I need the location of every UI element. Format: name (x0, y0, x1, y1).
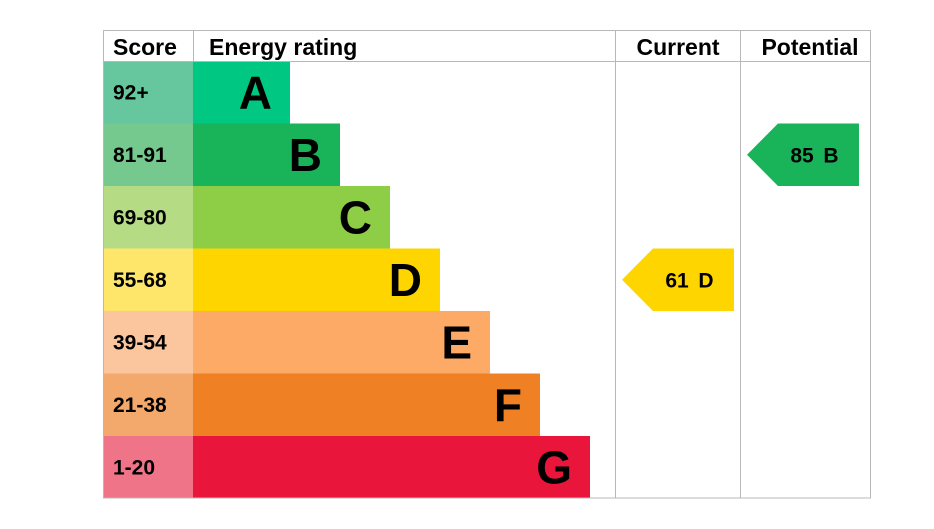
band-letter-c: C (339, 191, 372, 243)
rating-bar-g (193, 436, 590, 499)
header-energy-rating: Energy rating (209, 34, 357, 60)
score-label-a: 92+ (113, 81, 149, 104)
potential-rating-arrow (747, 123, 859, 186)
band-letter-f: F (494, 379, 522, 431)
rating-bar-c (193, 186, 390, 249)
current-rating-arrow (622, 248, 734, 311)
score-label-g: 1-20 (113, 456, 155, 479)
header-potential: Potential (761, 34, 858, 60)
score-cell-c (103, 186, 193, 249)
score-cell-g (103, 436, 193, 499)
score-cell-e (103, 311, 193, 374)
band-letter-g: G (536, 441, 572, 493)
rating-bar-e (193, 311, 490, 374)
score-cell-d (103, 248, 193, 311)
potential-rating-band-letter: B (823, 144, 838, 167)
header-row: Score Energy rating Current Potential (113, 34, 859, 60)
header-score: Score (113, 34, 177, 60)
rating-bar-a (193, 61, 290, 124)
band-letter-d: D (389, 254, 422, 306)
table-border (103, 30, 871, 499)
band-letter-a: A (239, 66, 272, 118)
current-rating-band-letter: D (698, 269, 713, 292)
score-label-c: 69-80 (113, 206, 167, 229)
current-rating-value: 61 (665, 269, 689, 292)
score-cell-b (103, 123, 193, 186)
score-label-b: 81-91 (113, 144, 167, 167)
table-grid (103, 30, 871, 499)
header-current: Current (636, 34, 719, 60)
potential-rating-value: 85 (790, 144, 814, 167)
rating-bar-b (193, 123, 340, 186)
rating-arrows: 61 D 85 B (622, 123, 859, 311)
score-cell-f (103, 373, 193, 436)
rating-bands: 92+ A 81-91 B 69-80 C 55-68 D 39-54 E 21-38 F 1-20 G (103, 61, 590, 499)
score-cell-a (103, 61, 193, 124)
rating-bar-f (193, 373, 540, 436)
band-letter-e: E (441, 316, 472, 368)
score-label-f: 21-38 (113, 394, 167, 417)
band-letter-b: B (289, 129, 322, 181)
score-label-d: 55-68 (113, 269, 167, 292)
rating-bar-d (193, 248, 440, 311)
score-label-e: 39-54 (113, 331, 167, 354)
